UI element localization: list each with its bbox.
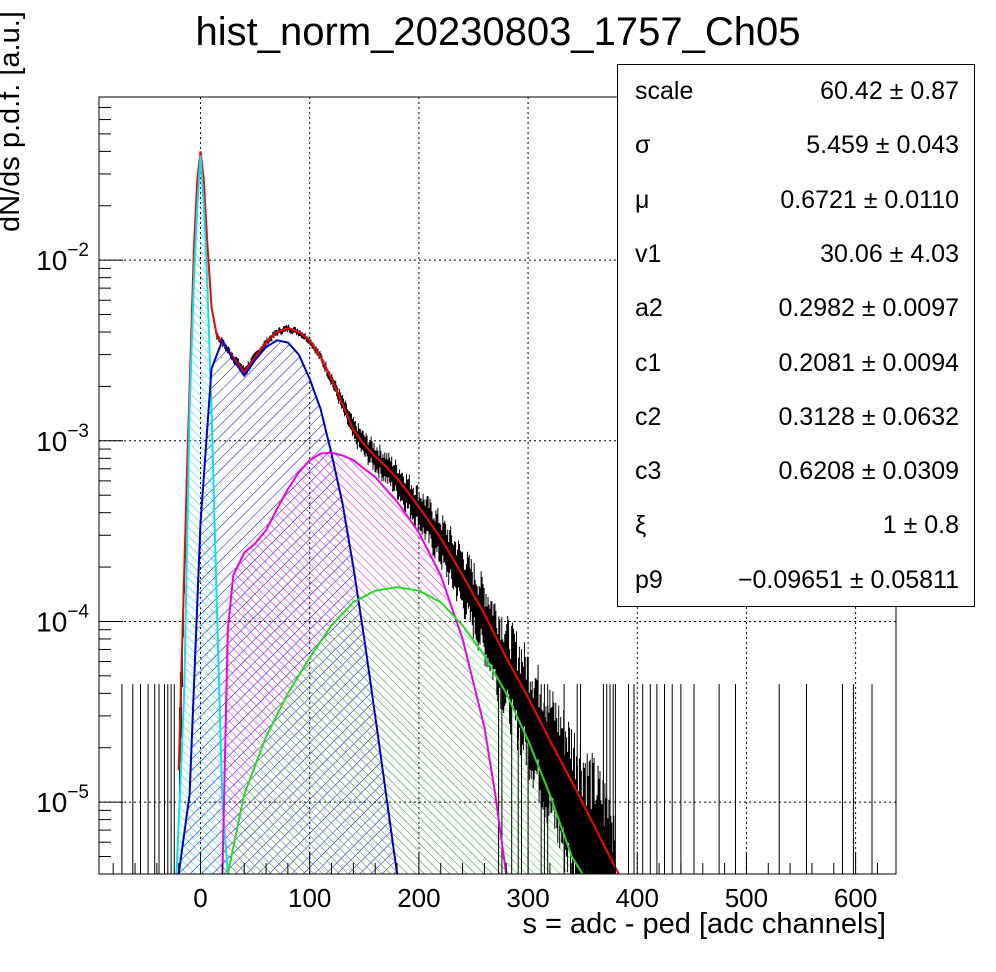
x-tick-label: 500 [725,883,768,913]
component-fills [176,155,583,874]
y-axis-label: dN/ds p.d.f. [a.u.] [0,11,26,232]
y-tick-label: 10−4 [36,601,89,637]
y-tick-label: 10−3 [36,421,89,457]
stat-name: μ [635,185,650,214]
x-tick-label: 200 [397,883,440,913]
stat-row-6: c2 0.3128 ± 0.0632 [618,403,976,443]
fit-curves [175,151,620,874]
stat-name: scale [635,77,694,105]
stat-value: 0.6208 ± 0.0309 [778,457,959,486]
pedestal-curve [175,155,229,874]
total-fit-curve [177,151,620,874]
x-tick-label: 100 [288,883,331,913]
stat-value: −0.09651 ± 0.05811 [737,565,959,594]
fit-stats-box: scale 60.42 ± 0.87 σ 5.459 ± 0.043 μ 0.6721 ±… [617,64,975,607]
stat-name: c2 [635,402,662,431]
stat-row-3: v1 30.06 ± 4.03 [618,240,976,280]
stat-row-2: μ 0.6721 ± 0.0110 [618,186,976,226]
x-tick-label: 0 [193,883,207,913]
stat-value: 0.2081 ± 0.0094 [778,348,959,377]
stat-value: 0.6721 ± 0.0110 [780,185,959,214]
x-tick-label: 300 [506,883,549,913]
stat-row-1: σ 5.459 ± 0.043 [618,131,976,171]
third-pe-curve-fill [227,587,583,874]
stat-name: c1 [635,348,662,377]
chart-title: hist_norm_20230803_1757_Ch05 [195,10,801,54]
x-tick-label: 400 [616,883,659,913]
y-tick-label: 10−5 [36,782,89,818]
stat-name: a2 [635,294,663,323]
stat-name: c3 [635,457,662,486]
stat-name: v1 [635,239,662,268]
stat-value: 5.459 ± 0.043 [806,131,959,160]
stat-row-0: scale 60.42 ± 0.87 [618,77,976,117]
x-tick-label: 600 [834,883,877,913]
stat-row-4: a2 0.2982 ± 0.0097 [618,294,976,334]
second-pe-curve [221,451,508,874]
stat-value: 30.06 ± 4.03 [820,239,959,268]
stat-name: p9 [635,565,663,594]
stat-value: 1 ± 0.8 [882,511,959,540]
y-tick-label: 10−2 [36,240,89,276]
stat-value: 0.3128 ± 0.0632 [778,402,959,431]
stat-row-8: ξ 1 ± 0.8 [618,511,976,551]
stat-row-9: p9 −0.09651 ± 0.05811 [618,566,976,606]
stat-row-7: c3 0.6208 ± 0.0309 [618,457,976,497]
stat-value: 0.2982 ± 0.0097 [778,294,959,323]
stat-name: ξ [635,511,647,540]
third-pe-curve [226,586,584,874]
axes: 0 100 200 300 400 500 600 10−5 10−4 10−3 10−2 [36,96,878,913]
stat-row-5: c1 0.2081 ± 0.0094 [618,349,976,389]
x-axis-label: s = adc - ped [adc channels] [522,908,886,940]
first-pe-curve [177,337,399,874]
stat-name: σ [635,131,651,160]
stat-value: 60.42 ± 0.87 [820,77,959,105]
